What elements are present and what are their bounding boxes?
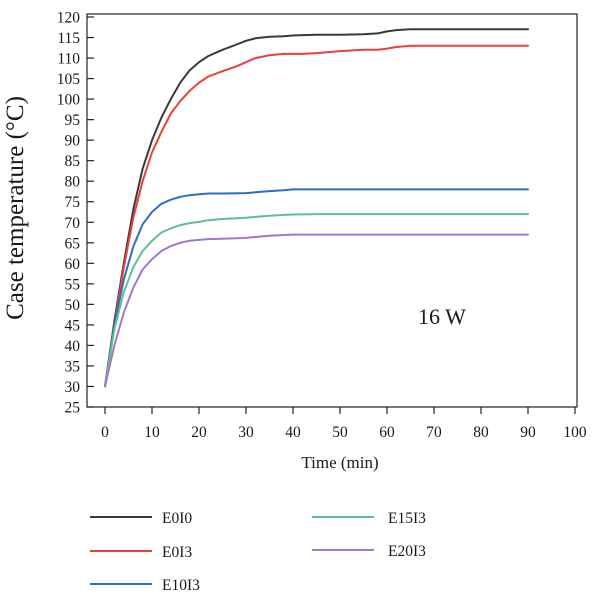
series-line-e10i3 (104, 188, 529, 388)
y-tick-label: 105 (57, 71, 81, 88)
x-tick-label: 70 (426, 424, 442, 441)
y-tick-label: 50 (65, 297, 81, 314)
legend-label-e0i3: E0I3 (162, 544, 192, 561)
x-tick-label: 50 (332, 424, 348, 441)
x-tick-label: 60 (379, 424, 395, 441)
y-tick-label: 60 (65, 256, 81, 273)
y-tick-label: 30 (65, 379, 81, 396)
y-tick-label: 90 (65, 133, 81, 150)
legend-label-e0i0: E0I0 (162, 510, 192, 527)
x-tick-label: 0 (101, 424, 109, 441)
series-lines (104, 28, 529, 388)
y-tick-label: 25 (65, 400, 81, 417)
x-tick-label: 40 (285, 424, 301, 441)
legend: E0I0 E0I3 E10I3 E15I3 E20I3 (90, 510, 426, 594)
x-tick-label: 30 (238, 424, 254, 441)
y-axis-title: Case temperature (°C) (2, 96, 29, 320)
series-line-e0i0 (104, 28, 529, 388)
x-tick-label: 20 (191, 424, 207, 441)
y-tick-label: 110 (57, 51, 80, 68)
y-tick-label: 100 (57, 92, 81, 109)
x-axis-ticks: 0 10 20 30 40 50 60 70 80 90 100 (101, 407, 587, 441)
y-tick-label: 120 (57, 10, 81, 27)
legend-label-e20i3: E20I3 (388, 543, 426, 560)
x-tick-label: 80 (473, 424, 489, 441)
y-tick-label: 55 (65, 276, 81, 293)
series-line-e0i3 (104, 44, 529, 388)
y-tick-label: 40 (65, 338, 81, 355)
plot-frame (86, 13, 578, 408)
y-tick-label: 75 (65, 194, 81, 211)
y-tick-label: 115 (57, 30, 80, 47)
series-line-e15i3 (104, 213, 529, 388)
y-tick-label: 85 (65, 153, 81, 170)
y-tick-label: 95 (65, 112, 81, 129)
x-tick-label: 10 (144, 424, 160, 441)
y-tick-label: 65 (65, 235, 81, 252)
series-line-e20i3 (104, 233, 529, 388)
legend-label-e15i3: E15I3 (388, 510, 426, 527)
legend-label-e10i3: E10I3 (162, 577, 200, 594)
x-tick-label: 100 (563, 424, 587, 441)
power-annotation: 16 W (418, 304, 466, 329)
y-tick-label: 70 (65, 215, 81, 232)
x-axis-title: Time (min) (301, 453, 378, 472)
y-axis-ticks: 25 30 35 40 45 50 55 60 65 70 75 80 85 90 95 100 105 110 1… (57, 10, 94, 417)
y-tick-label: 80 (65, 174, 81, 191)
y-tick-label: 45 (65, 317, 81, 334)
x-tick-label: 90 (520, 424, 536, 441)
y-tick-label: 35 (65, 358, 81, 375)
